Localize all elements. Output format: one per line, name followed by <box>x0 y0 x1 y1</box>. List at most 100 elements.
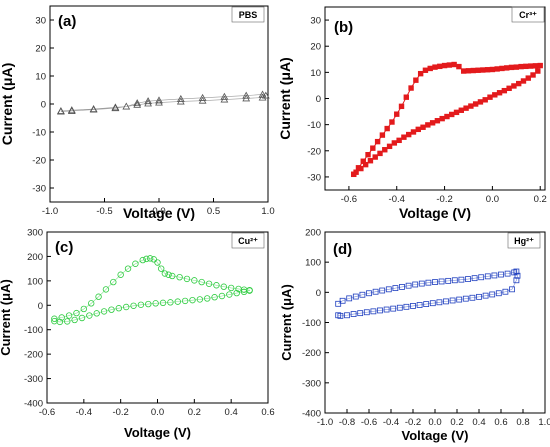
data-point <box>513 64 520 70</box>
data-point <box>205 280 213 287</box>
data-point <box>258 90 267 98</box>
data-point <box>494 66 500 72</box>
data-point <box>352 293 359 300</box>
data-point <box>417 70 424 77</box>
data-point <box>489 291 496 298</box>
data-point <box>418 280 425 287</box>
data-point <box>122 303 130 311</box>
data-point <box>499 65 505 72</box>
data-point <box>456 296 463 303</box>
data-point <box>339 297 346 304</box>
data-point <box>496 90 503 96</box>
data-point <box>482 292 489 299</box>
y-tick-label: 10 <box>35 72 46 83</box>
y-tick-label: 300 <box>27 228 43 239</box>
data-point <box>405 282 412 289</box>
x-tick-label: 0.4 <box>472 417 485 428</box>
data-point <box>392 285 399 292</box>
panel-label: (a) <box>58 13 76 30</box>
data-point <box>157 265 165 272</box>
data-point <box>67 106 76 114</box>
data-point <box>403 303 410 310</box>
data-point <box>366 290 372 297</box>
data-point <box>161 270 169 277</box>
data-point <box>478 274 485 281</box>
x-tick-label: 0.4 <box>225 407 238 418</box>
data-point <box>391 140 398 146</box>
data-point <box>501 87 508 94</box>
legend-label: Cr³⁺ <box>519 10 537 20</box>
y-axis-title: Current (μA) <box>0 63 15 145</box>
y-tick-label: -200 <box>302 348 321 359</box>
data-point <box>183 275 191 283</box>
data-point <box>211 294 218 301</box>
data-point <box>111 104 120 112</box>
data-point <box>449 111 455 118</box>
y-tick-label: 0 <box>38 301 43 312</box>
data-point <box>379 287 386 294</box>
data-point <box>191 277 198 284</box>
data-point <box>57 107 65 115</box>
x-tick-label: -0.2 <box>405 417 421 428</box>
data-point <box>359 291 366 298</box>
plot-frame <box>324 6 546 191</box>
data-point <box>198 96 207 104</box>
data-point <box>462 295 469 302</box>
y-tick-label: 10 <box>310 68 321 79</box>
data-point <box>472 101 479 107</box>
data-point <box>145 300 152 308</box>
x-tick-label: 0.6 <box>261 407 274 418</box>
x-tick-label: 0.5 <box>207 206 220 217</box>
y-tick-label: -400 <box>302 409 321 420</box>
data-point <box>390 305 397 312</box>
data-point <box>475 67 481 73</box>
y-tick-label: -100 <box>302 318 321 329</box>
data-point <box>362 161 369 168</box>
y-tick-label: -10 <box>307 120 321 131</box>
x-tick-label: -0.4 <box>76 407 92 418</box>
x-tick-label: -0.8 <box>339 417 355 428</box>
data-point <box>425 122 431 128</box>
data-point <box>487 94 493 100</box>
y-tick-label: 0 <box>316 288 321 299</box>
data-point <box>443 298 449 305</box>
data-point <box>117 271 124 278</box>
x-tick-label: 1.0 <box>261 206 274 217</box>
panel-d: -1.0 -0.8 -0.6 -0.4 -0.2 0.0 0.2 0.4 0.6 0.8 1.0 20… <box>279 228 550 444</box>
data-point <box>204 295 211 302</box>
data-point <box>382 147 388 153</box>
data-point <box>124 265 132 272</box>
data-point <box>213 282 220 289</box>
data-point <box>460 68 467 74</box>
data-point <box>520 78 527 84</box>
y-tick-label: 20 <box>310 42 321 53</box>
x-tick-label: 1.0 <box>538 417 550 428</box>
data-point <box>154 259 161 266</box>
y-tick-label: -30 <box>307 172 321 183</box>
panel-label: (b) <box>334 19 353 36</box>
legend-label: PBS <box>239 10 258 20</box>
data-point <box>502 288 509 295</box>
y-tick-label: 30 <box>310 16 321 27</box>
data-point <box>513 268 520 275</box>
data-point <box>394 111 400 117</box>
x-tick-label: 0.0 <box>486 194 499 205</box>
data-point <box>408 85 414 91</box>
x-tick-label: -1.0 <box>317 417 333 428</box>
data-point <box>152 300 159 307</box>
data-point <box>489 66 496 73</box>
data-point <box>133 99 142 107</box>
data-point <box>535 68 541 74</box>
data-point <box>495 290 502 297</box>
data-point <box>150 256 158 263</box>
data-point <box>514 272 521 279</box>
y-tick-label: 0 <box>316 94 321 105</box>
data-point <box>189 296 196 304</box>
legend-label: Cu²⁺ <box>238 236 258 246</box>
data-point <box>513 277 520 284</box>
panel-label: (d) <box>333 241 352 258</box>
y-tick-label: -300 <box>24 374 43 385</box>
plot-frame <box>324 231 546 414</box>
data-point <box>258 93 267 101</box>
x-axis-title: Voltage (V) <box>124 425 191 440</box>
